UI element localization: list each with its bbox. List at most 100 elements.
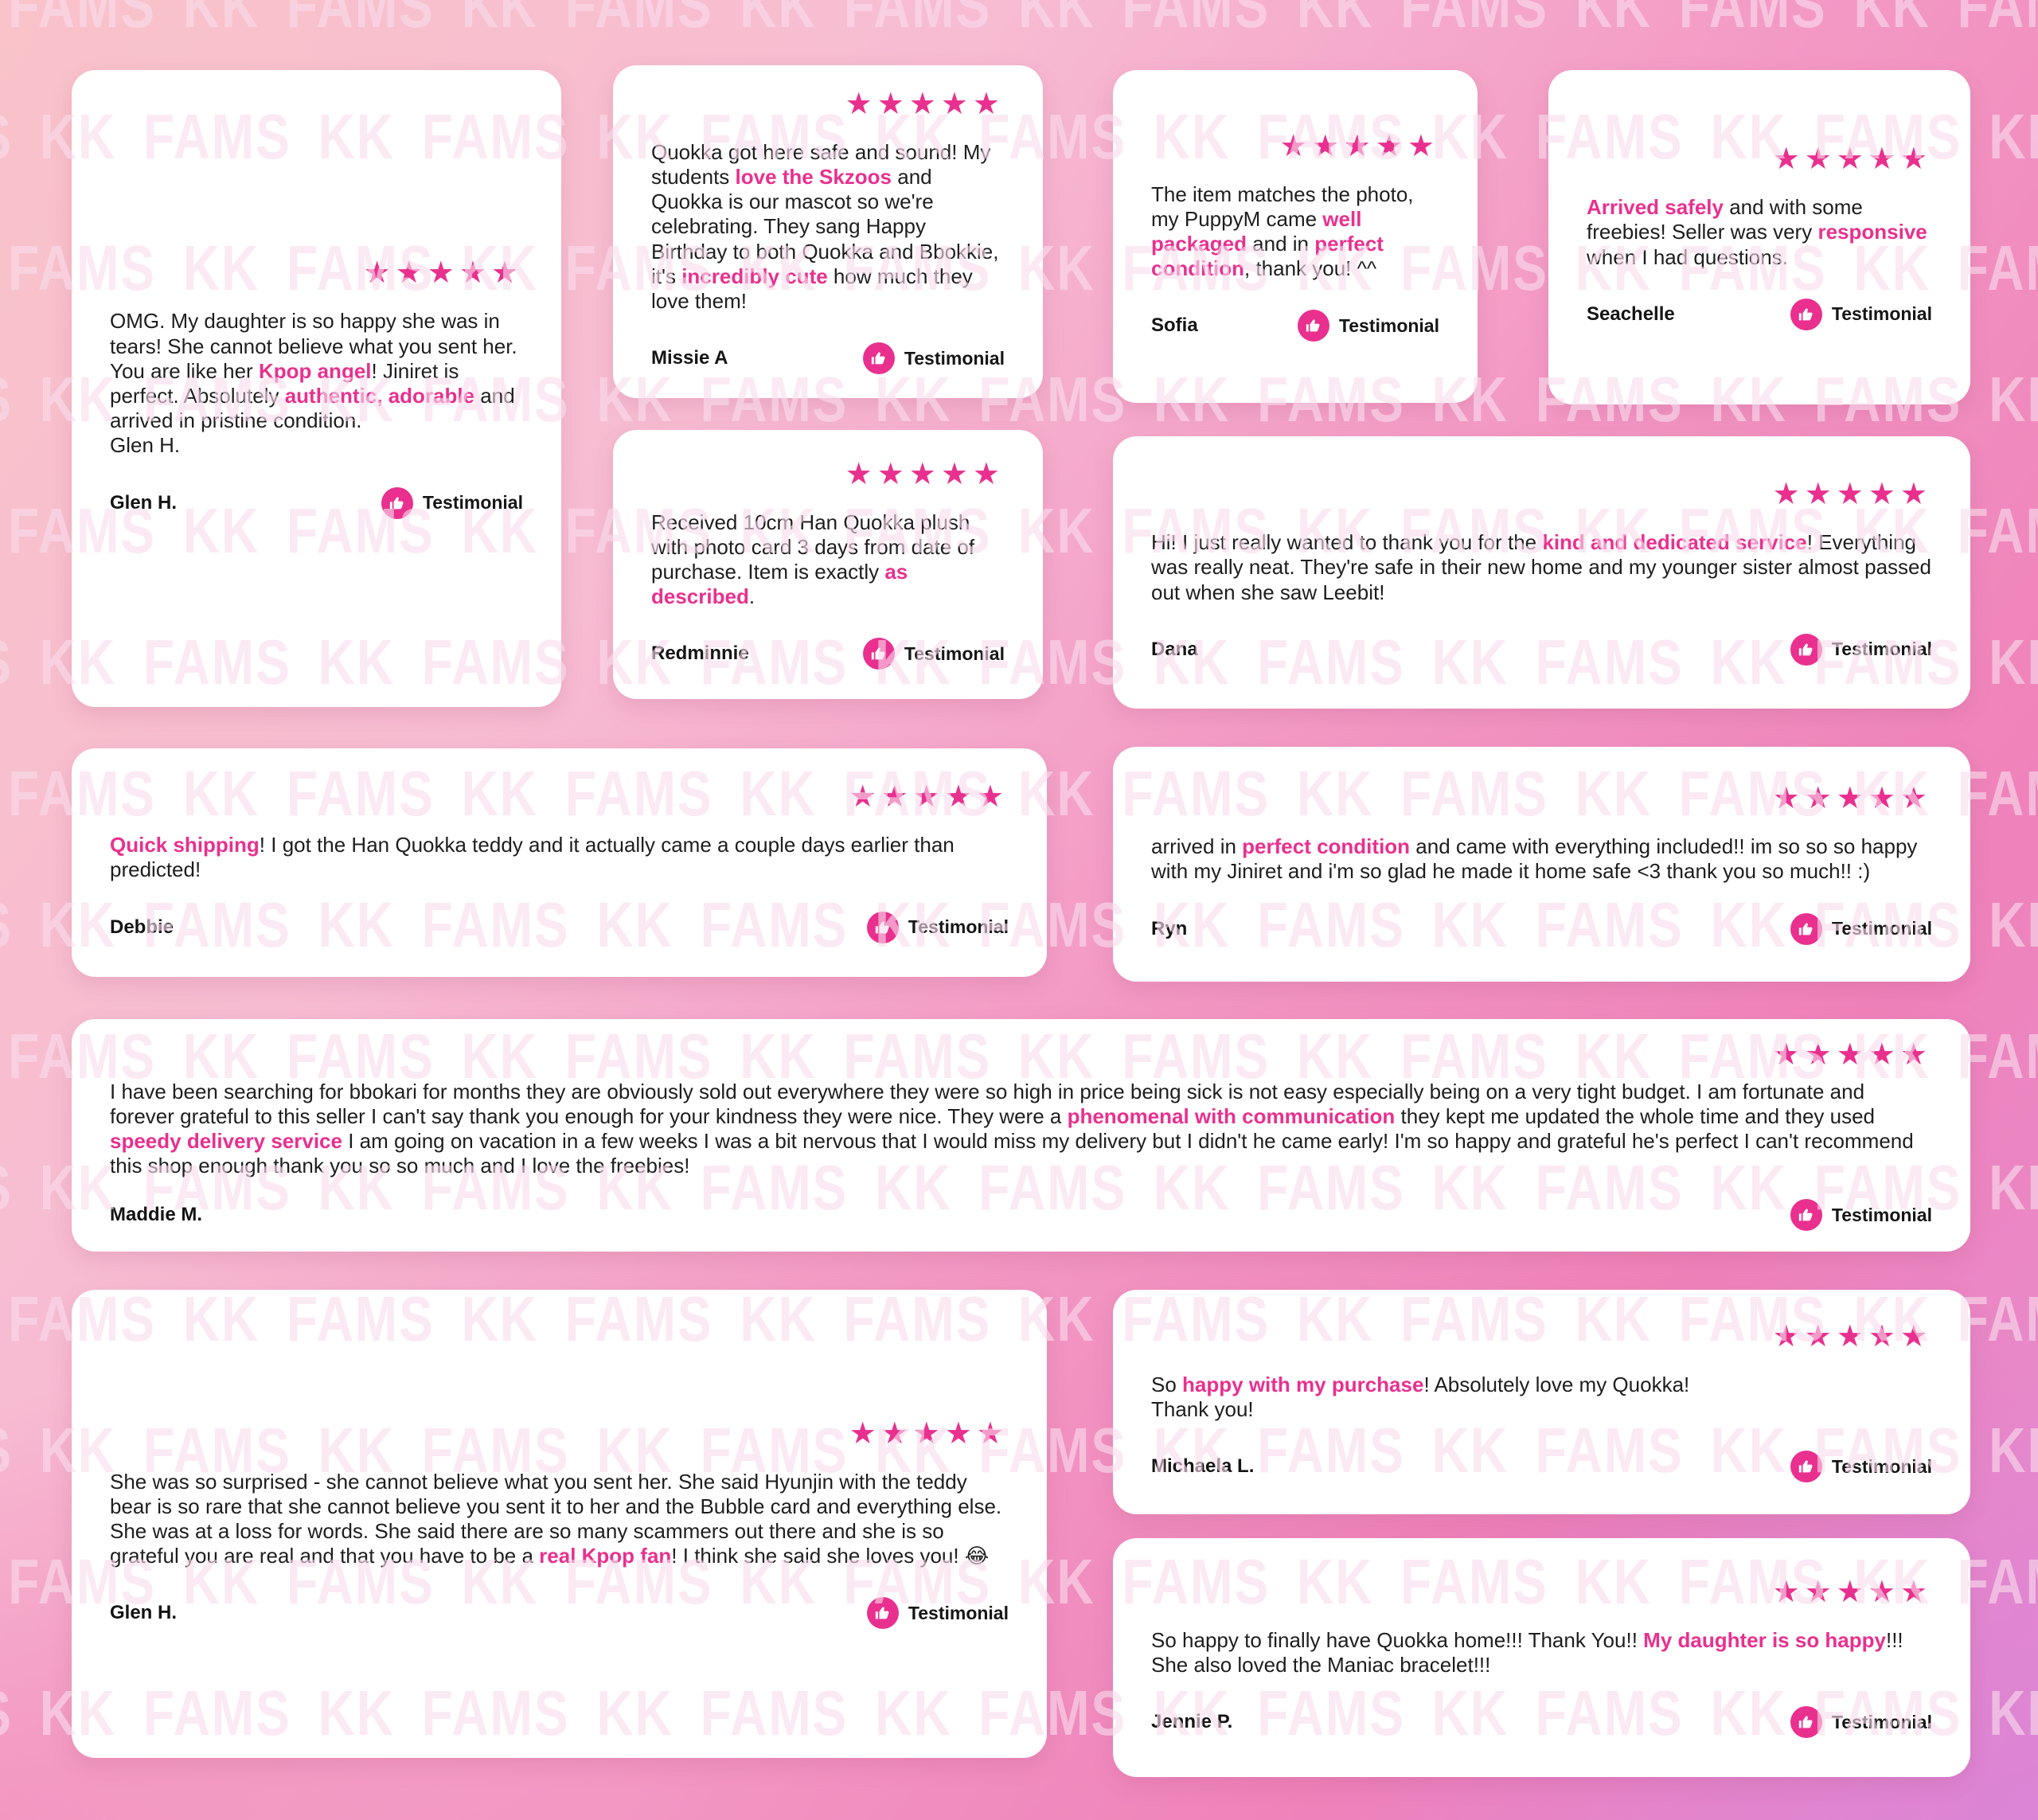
thumbs-up-icon — [1790, 1706, 1822, 1739]
quote-text: Hi! I just really wanted to thank you fo… — [1151, 530, 1543, 555]
testimonial-card: ★★★★★ arrived in perfect condition and c… — [1113, 747, 1970, 982]
card-footer: Glen H. Testimonial — [110, 1597, 1009, 1630]
quote-text: ! I got the Han Quokka teddy and it actu… — [110, 833, 955, 882]
quote-text: and Quokka is our mascot so we're celebr… — [651, 164, 999, 288]
card-footer: Debbie Testimonial — [110, 911, 1009, 943]
card-footer: Michaela L. Testimonial — [1151, 1451, 1932, 1483]
star-rating: ★★★★★ — [363, 256, 523, 291]
testimonial-card: ★★★★★ Quokka got here safe and sound! My… — [613, 65, 1043, 398]
reviewer-name: Glen H. — [110, 1602, 178, 1624]
quote-highlight: kind and dedicated service — [1542, 530, 1807, 555]
testimonial-badge: Testimonial — [1790, 1451, 1932, 1483]
testimonial-quote: So happy with my purchase! Absolutely lo… — [1151, 1373, 1932, 1422]
card-footer: Dana Testimonial — [1151, 633, 1932, 666]
badge-label: Testimonial — [1831, 1711, 1932, 1732]
quote-highlight: perfect condition — [1242, 834, 1411, 859]
reviewer-name: Missie A — [651, 347, 728, 369]
badge-label: Testimonial — [908, 916, 1009, 938]
testimonial-badge: Testimonial — [862, 342, 1005, 375]
quote-text: I am going on vacation in a few weeks I … — [110, 1128, 1914, 1178]
badge-label: Testimonial — [1831, 639, 1932, 660]
testimonial-quote: OMG. My daughter is so happy she was in … — [110, 309, 523, 458]
testimonial-quote: Hi! I just really wanted to thank you fo… — [1151, 530, 1932, 605]
card-footer: Sofia Testimonial — [1151, 310, 1439, 342]
quote-text: ! I think she said she loves you! 😂 — [671, 1544, 990, 1568]
quote-highlight: as described — [651, 559, 908, 609]
badge-label: Testimonial — [1831, 1455, 1932, 1477]
star-rating: ★★★★★ — [1772, 1575, 1932, 1609]
testimonial-badge: Testimonial — [381, 486, 523, 519]
testimonial-badge: Testimonial — [866, 911, 1009, 943]
star-rating: ★★★★★ — [849, 780, 1009, 814]
quote-text: and came with everything included!! im s… — [1151, 834, 1918, 884]
badge-label: Testimonial — [908, 1602, 1009, 1623]
thumbs-up-icon — [1790, 633, 1822, 666]
star-rating: ★★★★★ — [1772, 478, 1932, 512]
quote-text: and arrived in pristine condition. Glen … — [110, 383, 515, 458]
star-rating: ★★★★★ — [849, 1416, 1009, 1451]
reviewer-name: Glen H. — [110, 491, 178, 514]
star-rating: ★★★★★ — [1772, 1319, 1932, 1353]
testimonial-quote: arrived in perfect condition and came wi… — [1151, 834, 1932, 884]
star-rating: ★★★★★ — [1279, 129, 1439, 163]
reviewer-name: Sofia — [1151, 314, 1198, 337]
quote-highlight: speedy delivery service — [110, 1128, 342, 1153]
testimonial-badge: Testimonial — [1790, 298, 1932, 330]
thumbs-up-icon — [862, 342, 895, 375]
quote-text: arrived in — [1151, 834, 1243, 859]
quote-text: and in — [1246, 231, 1315, 256]
quote-highlight: incredibly cute — [681, 264, 828, 288]
star-rating: ★★★★★ — [1772, 143, 1932, 177]
reviewer-name: Ryn — [1151, 917, 1188, 939]
testimonial-quote: Quick shipping! I got the Han Quokka ted… — [110, 833, 1009, 882]
quote-text: The item matches the photo, my PuppyM ca… — [1151, 182, 1414, 231]
testimonial-quote: Arrived safely and with some freebies! S… — [1587, 195, 1932, 270]
quote-text: OMG. My daughter is so happy she was in … — [110, 309, 517, 383]
star-rating: ★★★★★ — [1772, 782, 1932, 816]
quote-text: when I had questions. — [1587, 244, 1788, 269]
thumbs-up-icon — [1790, 1199, 1822, 1232]
quote-highlight: phenomenal with communication — [1067, 1103, 1396, 1128]
reviewer-name: Jennie P. — [1151, 1711, 1233, 1733]
quote-text: So — [1151, 1372, 1183, 1396]
star-rating: ★★★★★ — [1772, 1037, 1932, 1072]
thumbs-up-icon — [866, 1597, 899, 1630]
reviewer-name: Michaela L. — [1151, 1455, 1255, 1478]
quote-text: ! Absolutely love my Quokka! Thank you! — [1151, 1372, 1690, 1421]
thumbs-up-icon — [381, 486, 413, 519]
testimonial-badge: Testimonial — [862, 638, 1005, 670]
thumbs-up-icon — [866, 911, 899, 943]
reviewer-name: Seachelle — [1587, 303, 1675, 325]
testimonial-card: ★★★★★ Arrived safely and with some freeb… — [1548, 70, 1970, 404]
testimonial-card: ★★★★★ Received 10cm Han Quokka plush wit… — [613, 430, 1043, 699]
card-footer: Missie A Testimonial — [651, 342, 1005, 375]
quote-text: So happy to finally have Quokka home!!! … — [1151, 1627, 1644, 1652]
watermark-row: KK FAMS KK FAMS KK FAMS KK FAMS KK FAMS … — [0, 0, 2038, 41]
testimonial-badge: Testimonial — [1790, 633, 1932, 666]
testimonial-card: ★★★★★ So happy with my purchase! Absolut… — [1113, 1290, 1970, 1514]
thumbs-up-icon — [1297, 310, 1329, 342]
badge-label: Testimonial — [904, 347, 1005, 369]
badge-label: Testimonial — [1831, 918, 1932, 939]
card-footer: Glen H. Testimonial — [110, 486, 523, 519]
testimonial-card: ★★★★★ OMG. My daughter is so happy she w… — [72, 70, 561, 707]
badge-label: Testimonial — [1831, 1204, 1932, 1225]
testimonial-badge: Testimonial — [866, 1597, 1009, 1630]
quote-text: Quokka got here safe and sound! My stude… — [651, 139, 991, 189]
badge-label: Testimonial — [1831, 303, 1932, 325]
thumbs-up-icon — [1790, 1451, 1822, 1483]
star-rating: ★★★★★ — [845, 87, 1005, 121]
thumbs-up-icon — [1790, 912, 1822, 945]
card-footer: Redminnie Testimonial — [651, 638, 1005, 670]
testimonial-card: ★★★★★ So happy to finally have Quokka ho… — [1113, 1538, 1970, 1777]
testimonial-card: ★★★★★ Quick shipping! I got the Han Quok… — [72, 748, 1047, 977]
quote-highlight: My daughter is so happy — [1643, 1627, 1886, 1652]
quote-highlight: Arrived safely — [1587, 195, 1724, 220]
watermark-row: KK FAMS KK FAMS KK FAMS KK FAMS KK FAMS … — [0, 1807, 2038, 1820]
quote-text: , thank you! ^^ — [1243, 256, 1377, 281]
testimonial-card: ★★★★★ Hi! I just really wanted to thank … — [1113, 436, 1970, 709]
testimonial-quote: So happy to finally have Quokka home!!! … — [1151, 1628, 1932, 1677]
card-footer: Ryn Testimonial — [1151, 912, 1932, 945]
testimonial-badge: Testimonial — [1790, 1199, 1932, 1232]
